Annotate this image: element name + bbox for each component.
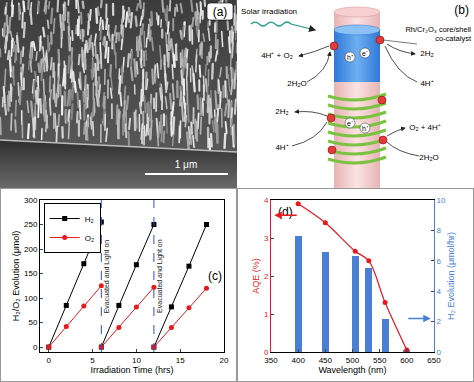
svg-text:(a): (a) <box>213 5 228 19</box>
svg-text:5: 5 <box>90 356 95 365</box>
svg-text:Evacuated and Light on: Evacuated and Light on <box>103 240 111 314</box>
svg-text:Wavelength (nm): Wavelength (nm) <box>318 365 386 375</box>
svg-text:2H₂O: 2H₂O <box>419 153 439 162</box>
svg-text:2H₂O: 2H₂O <box>287 79 307 88</box>
svg-text:Evacuated and Light on: Evacuated and Light on <box>156 239 164 313</box>
svg-text:AQE (%): AQE (%) <box>251 258 261 294</box>
svg-text:550: 550 <box>373 356 387 365</box>
svg-text:500: 500 <box>346 356 360 365</box>
svg-text:400: 400 <box>291 356 305 365</box>
svg-text:Irradiation Time (hrs): Irradiation Time (hrs) <box>90 365 173 375</box>
svg-text:0: 0 <box>264 348 269 357</box>
svg-text:H₂ Evolution (μmol/hr): H₂ Evolution (μmol/hr) <box>446 232 456 320</box>
svg-text:350: 350 <box>264 356 278 365</box>
svg-text:O₂ + 4H⁺: O₂ + 4H⁺ <box>409 123 441 132</box>
svg-text:3: 3 <box>264 234 269 243</box>
svg-text:100: 100 <box>24 294 38 303</box>
svg-text:600: 600 <box>400 356 414 365</box>
svg-text:H₂: H₂ <box>85 215 94 224</box>
svg-text:co-catalyst: co-catalyst <box>435 34 472 43</box>
svg-text:8: 8 <box>437 226 442 235</box>
svg-text:4: 4 <box>437 287 442 296</box>
svg-text:200: 200 <box>24 245 38 254</box>
svg-text:650: 650 <box>427 356 441 365</box>
svg-text:10: 10 <box>132 356 141 365</box>
svg-text:0: 0 <box>437 348 442 357</box>
svg-text:250: 250 <box>24 220 38 229</box>
svg-text:4H⁺: 4H⁺ <box>420 79 433 88</box>
svg-text:2H₂: 2H₂ <box>275 107 288 116</box>
svg-text:(b): (b) <box>454 3 469 17</box>
svg-text:H₂/O₂ Evolution (μmol): H₂/O₂ Evolution (μmol) <box>11 231 21 322</box>
svg-text:4H⁺: 4H⁺ <box>275 143 288 152</box>
svg-text:1: 1 <box>264 310 269 319</box>
svg-text:20: 20 <box>220 356 229 365</box>
svg-text:0: 0 <box>33 343 38 352</box>
svg-text:(c): (c) <box>208 269 222 283</box>
svg-text:4: 4 <box>264 196 269 205</box>
svg-text:Solar irradiation: Solar irradiation <box>241 7 297 16</box>
svg-text:(d): (d) <box>278 205 293 219</box>
svg-text:0: 0 <box>47 356 52 365</box>
svg-text:2: 2 <box>264 272 269 281</box>
svg-text:15: 15 <box>176 356 185 365</box>
svg-text:e⁻: e⁻ <box>347 120 354 127</box>
svg-text:e⁻: e⁻ <box>362 50 369 57</box>
svg-text:10: 10 <box>437 196 446 205</box>
svg-text:1 μm: 1 μm <box>175 159 197 170</box>
svg-text:2H₂: 2H₂ <box>420 49 433 58</box>
svg-text:Rh/Cr₂O₃ core/shell: Rh/Cr₂O₃ core/shell <box>405 25 471 34</box>
svg-text:2: 2 <box>437 317 442 326</box>
svg-text:4H⁺ + O₂: 4H⁺ + O₂ <box>261 51 293 60</box>
svg-text:6: 6 <box>437 257 442 266</box>
svg-text:450: 450 <box>319 356 333 365</box>
svg-text:50: 50 <box>28 318 37 327</box>
svg-text:h⁺: h⁺ <box>347 54 354 61</box>
svg-text:300: 300 <box>24 196 38 205</box>
svg-text:150: 150 <box>24 269 38 278</box>
svg-text:O₂: O₂ <box>85 234 94 243</box>
svg-text:h⁺: h⁺ <box>362 125 369 132</box>
